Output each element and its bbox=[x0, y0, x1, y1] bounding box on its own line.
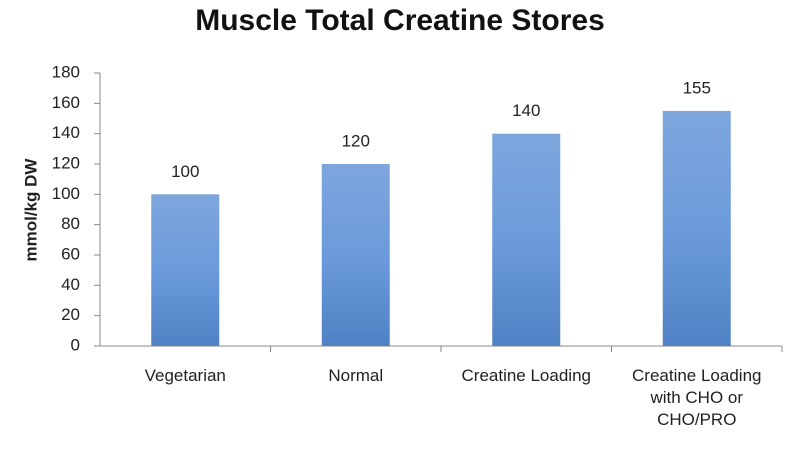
data-label: 100 bbox=[171, 162, 199, 181]
y-tick-label: 40 bbox=[61, 275, 80, 294]
y-tick-label: 0 bbox=[71, 335, 80, 354]
x-tick-label: Normal bbox=[328, 366, 384, 385]
data-label: 155 bbox=[683, 78, 711, 97]
x-tick-label: Creatine Loading with CHO or CHO/PRO bbox=[632, 366, 762, 429]
y-tick-label: 180 bbox=[52, 62, 80, 81]
bar bbox=[321, 164, 390, 346]
y-tick-label: 80 bbox=[61, 214, 80, 233]
x-tick-label: Vegetarian bbox=[144, 366, 226, 385]
bar bbox=[492, 133, 561, 346]
y-tick-label: 60 bbox=[61, 244, 80, 263]
data-label: 140 bbox=[512, 101, 540, 120]
bar bbox=[662, 110, 731, 347]
data-label: 120 bbox=[342, 131, 370, 150]
x-tick-label: Creatine Loading bbox=[461, 366, 591, 385]
y-axis-label: mmol/kg DW bbox=[21, 158, 40, 262]
y-tick-label: 140 bbox=[52, 123, 80, 142]
y-tick-label: 20 bbox=[61, 305, 80, 324]
bar bbox=[151, 194, 220, 346]
y-tick-label: 120 bbox=[52, 153, 80, 172]
chart-title: Muscle Total Creatine Stores bbox=[195, 4, 605, 37]
y-tick-label: 100 bbox=[52, 184, 80, 203]
y-tick-label: 160 bbox=[52, 93, 80, 112]
